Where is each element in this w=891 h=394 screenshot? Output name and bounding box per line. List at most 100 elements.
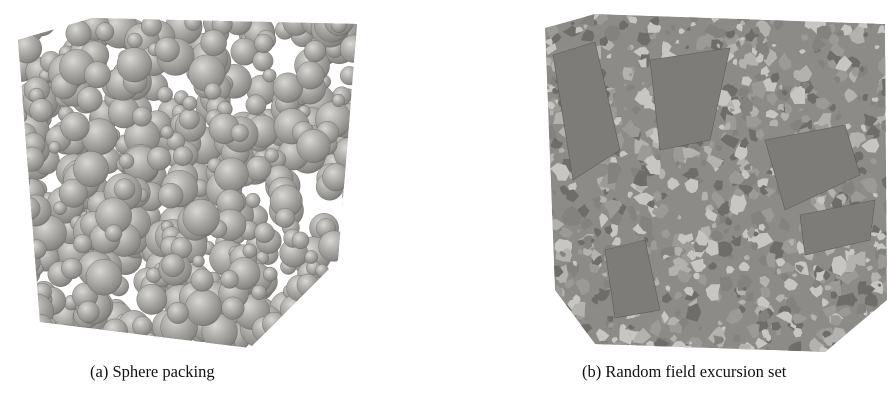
excursion-blob: [545, 316, 556, 330]
excursion-blob: [881, 175, 887, 191]
sphere: [18, 200, 34, 223]
excursion-blob: [787, 239, 794, 246]
sphere: [73, 151, 109, 187]
excursion-blob: [554, 238, 568, 253]
excursion-blob: [817, 59, 825, 70]
excursion-blob: [575, 26, 584, 34]
excursion-blob: [545, 232, 551, 243]
excursion-blob: [649, 239, 658, 251]
excursion-blob: [754, 72, 767, 82]
sphere: [20, 304, 37, 321]
sphere: [338, 304, 352, 318]
sphere: [297, 326, 316, 344]
excursion-blob: [558, 347, 568, 352]
sphere: [337, 246, 352, 261]
excursion-blob: [864, 292, 878, 308]
excursion-blob: [723, 121, 731, 130]
excursion-blob: [704, 239, 720, 256]
excursion-plate: [799, 199, 876, 256]
sphere: [166, 302, 189, 324]
excursion-blob: [755, 337, 768, 349]
excursion-blob: [599, 36, 609, 46]
excursion-blob: [750, 242, 759, 250]
excursion-blob: [581, 217, 594, 230]
excursion-blob: [705, 208, 718, 222]
excursion-blob: [599, 343, 616, 352]
excursion-blob: [547, 317, 555, 325]
excursion-blob: [729, 204, 739, 216]
excursion-blob: [765, 346, 770, 351]
excursion-blob: [835, 55, 853, 73]
excursion-blob: [734, 224, 741, 231]
excursion-blob: [730, 235, 742, 247]
excursion-blob: [871, 272, 882, 283]
excursion-blob: [753, 231, 760, 237]
excursion-blob: [595, 258, 601, 266]
sphere: [172, 146, 193, 166]
excursion-plate: [552, 41, 621, 181]
excursion-blob: [866, 265, 873, 272]
excursion-blob: [641, 81, 645, 86]
excursion-blob: [716, 145, 723, 152]
excursion-blob: [700, 159, 707, 167]
excursion-blob: [551, 189, 557, 196]
excursion-blob: [690, 22, 697, 27]
excursion-blob: [742, 228, 750, 239]
sphere: [160, 125, 174, 139]
sphere: [73, 234, 93, 254]
excursion-blob: [871, 97, 879, 102]
excursion-blob: [661, 229, 671, 239]
excursion-blob: [751, 96, 755, 101]
sphere: [331, 285, 352, 306]
excursion-blob: [572, 260, 577, 267]
excursion-blob: [853, 151, 864, 161]
excursion-blob: [743, 52, 761, 66]
sphere: [27, 18, 57, 37]
sphere: [291, 320, 307, 336]
excursion-blob: [864, 327, 870, 336]
excursion-blob: [725, 217, 733, 225]
excursion-blob: [830, 43, 845, 56]
excursion-blob: [885, 307, 887, 318]
excursion-blob: [572, 294, 581, 305]
excursion-blob: [822, 330, 832, 338]
excursion-blob: [717, 320, 724, 326]
excursion-blob: [778, 52, 792, 71]
excursion-blob: [558, 147, 566, 153]
excursion-blob: [745, 292, 754, 302]
excursion-blob: [552, 87, 559, 95]
excursion-blob: [549, 108, 554, 116]
excursion-blob: [738, 261, 750, 271]
excursion-blob: [881, 88, 887, 97]
excursion-blob: [677, 269, 693, 283]
sphere: [330, 18, 348, 33]
excursion-blob: [830, 291, 838, 299]
excursion-blob: [747, 226, 756, 239]
sphere: [104, 224, 123, 242]
excursion-blob: [885, 91, 887, 98]
excursion-blob: [599, 195, 607, 203]
sphere: [18, 173, 30, 191]
excursion-blob: [860, 124, 867, 132]
sphere: [118, 153, 135, 169]
excursion-blob: [705, 284, 721, 301]
excursion-blob: [757, 295, 770, 309]
excursion-blob: [628, 16, 638, 24]
sphere: [136, 284, 168, 315]
excursion-blob: [755, 128, 765, 141]
excursion-blob: [760, 286, 771, 298]
excursion-blob: [579, 343, 589, 352]
excursion-blob: [721, 326, 726, 331]
excursion-blob: [877, 283, 881, 287]
excursion-blob: [741, 76, 753, 87]
excursion-blob: [689, 341, 692, 345]
sphere: [182, 199, 220, 237]
sphere: [251, 284, 267, 301]
excursion-blob: [798, 49, 806, 54]
excursion-blob: [822, 304, 837, 318]
sphere: [304, 250, 319, 264]
excursion-blob: [628, 324, 635, 330]
excursion-blob: [766, 252, 776, 268]
excursion-blob: [550, 137, 564, 149]
excursion-blob: [769, 119, 779, 127]
